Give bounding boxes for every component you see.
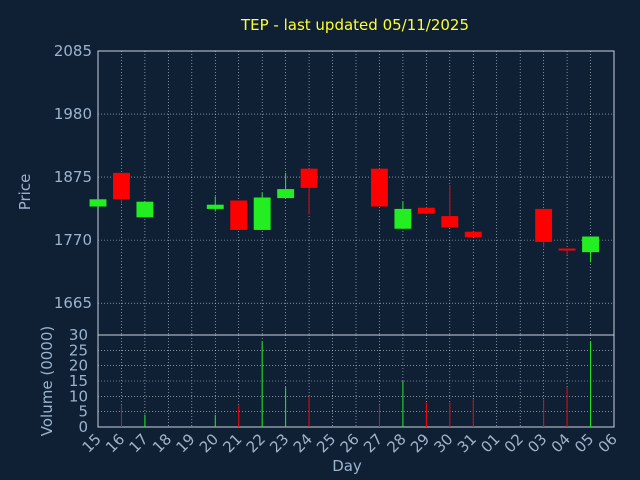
candle-body <box>464 231 482 238</box>
candle-body <box>253 197 271 230</box>
x-axis-labels: 1516171819202122232425262728293031010203… <box>79 430 621 456</box>
candle-body <box>535 208 553 242</box>
candle-body <box>371 168 388 207</box>
price-tick-label: 1980 <box>54 105 92 123</box>
volume-tick-label: 10 <box>69 387 88 405</box>
candle-body <box>300 168 318 188</box>
volume-axis-label: Volume (0000) <box>38 326 56 436</box>
x-axis-label: Day <box>332 457 362 475</box>
candle-body <box>441 216 459 228</box>
chart-title: TEP - last updated 05/11/2025 <box>240 16 469 34</box>
candle-body <box>206 204 224 209</box>
candle-body <box>136 201 154 218</box>
volume-tick-label: 30 <box>69 326 88 344</box>
price-axis-label: Price <box>16 174 34 211</box>
volume-tick-label: 0 <box>78 418 88 436</box>
candle-body <box>277 189 295 199</box>
price-axis-ticks: 2085 1980 1875 1770 1665 <box>54 42 92 312</box>
candle-body <box>582 236 599 253</box>
candle-body <box>394 208 412 229</box>
candle-body <box>230 200 248 230</box>
candle-body <box>113 172 130 200</box>
price-tick-label: 1665 <box>54 294 92 312</box>
candle-body <box>417 207 435 214</box>
candles <box>89 168 599 263</box>
volume-tick-label: 5 <box>78 403 88 421</box>
volume-tick-label: 25 <box>69 341 88 359</box>
volume-tick-label: 20 <box>69 357 88 375</box>
candle-body <box>558 248 576 251</box>
volume-tick-label: 15 <box>69 372 88 390</box>
price-tick-label: 2085 <box>54 42 92 60</box>
volume-bars <box>120 341 592 427</box>
price-tick-label: 1770 <box>54 231 92 249</box>
price-tick-label: 1875 <box>54 168 92 186</box>
candle-body <box>89 199 107 207</box>
